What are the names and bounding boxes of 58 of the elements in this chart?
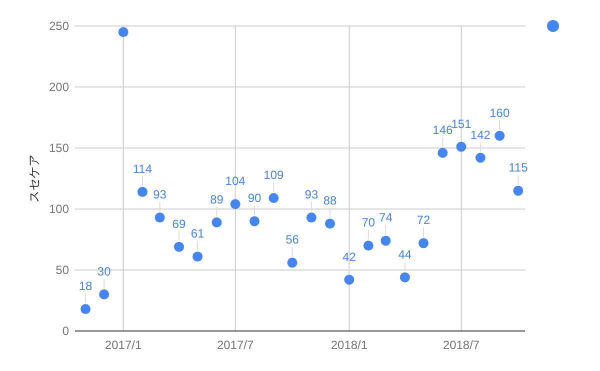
data-label: 142 — [470, 128, 491, 142]
point — [513, 186, 524, 196]
point — [306, 212, 316, 223]
data-label: 89 — [210, 192, 224, 206]
data-label: 56 — [286, 232, 300, 247]
data-label: 109 — [264, 168, 284, 182]
x-tick-label: 2017/1 — [104, 338, 142, 352]
point — [80, 304, 91, 314]
data-label: 151 — [451, 116, 472, 131]
data-label: 160 — [490, 106, 510, 120]
y-tick-label: 50 — [56, 263, 70, 278]
y-axis-title: スセケア — [27, 154, 41, 202]
data-label: 61 — [190, 226, 205, 241]
data-label: 88 — [323, 194, 338, 208]
data-label: 93 — [304, 188, 318, 202]
point — [154, 212, 165, 223]
data-label: 18 — [78, 279, 93, 294]
point — [418, 238, 428, 248]
point — [118, 27, 128, 38]
point — [250, 216, 260, 226]
point — [456, 142, 466, 152]
point — [287, 258, 298, 268]
x-tick-label: 2017/7 — [216, 338, 254, 352]
y-tick-label: 150 — [48, 141, 70, 156]
data-label: 70 — [362, 216, 376, 230]
x-tick-label: 2018/1 — [330, 338, 368, 352]
point — [380, 236, 391, 246]
data-label: 115 — [508, 160, 528, 175]
point — [494, 130, 505, 141]
y-tick-label: 100 — [48, 202, 70, 216]
point — [344, 274, 354, 285]
data-label: 44 — [398, 247, 412, 262]
data-label: 74 — [379, 210, 393, 225]
data-label: 93 — [153, 188, 167, 202]
point — [475, 152, 486, 163]
y-tick-label: 0 — [62, 324, 70, 338]
point — [137, 186, 148, 197]
point — [438, 148, 448, 158]
point — [363, 240, 374, 251]
point — [212, 217, 222, 228]
data-label: 146 — [432, 122, 454, 137]
point — [325, 218, 336, 229]
data-label: 104 — [225, 174, 246, 188]
data-label: 114 — [132, 162, 152, 176]
y-tick-label: 200 — [48, 80, 70, 94]
point — [268, 193, 279, 204]
point — [192, 252, 203, 262]
data-label: 30 — [97, 264, 112, 278]
y-tick-label: 250 — [48, 19, 70, 34]
data-label: 90 — [248, 191, 262, 206]
data-label: 42 — [342, 250, 356, 264]
x-tick-label: 2018/7 — [442, 338, 480, 352]
point — [99, 289, 110, 300]
point — [230, 199, 240, 210]
point — [174, 242, 184, 252]
point — [400, 272, 410, 282]
data-label: 72 — [416, 213, 430, 228]
data-label: 69 — [172, 216, 186, 231]
